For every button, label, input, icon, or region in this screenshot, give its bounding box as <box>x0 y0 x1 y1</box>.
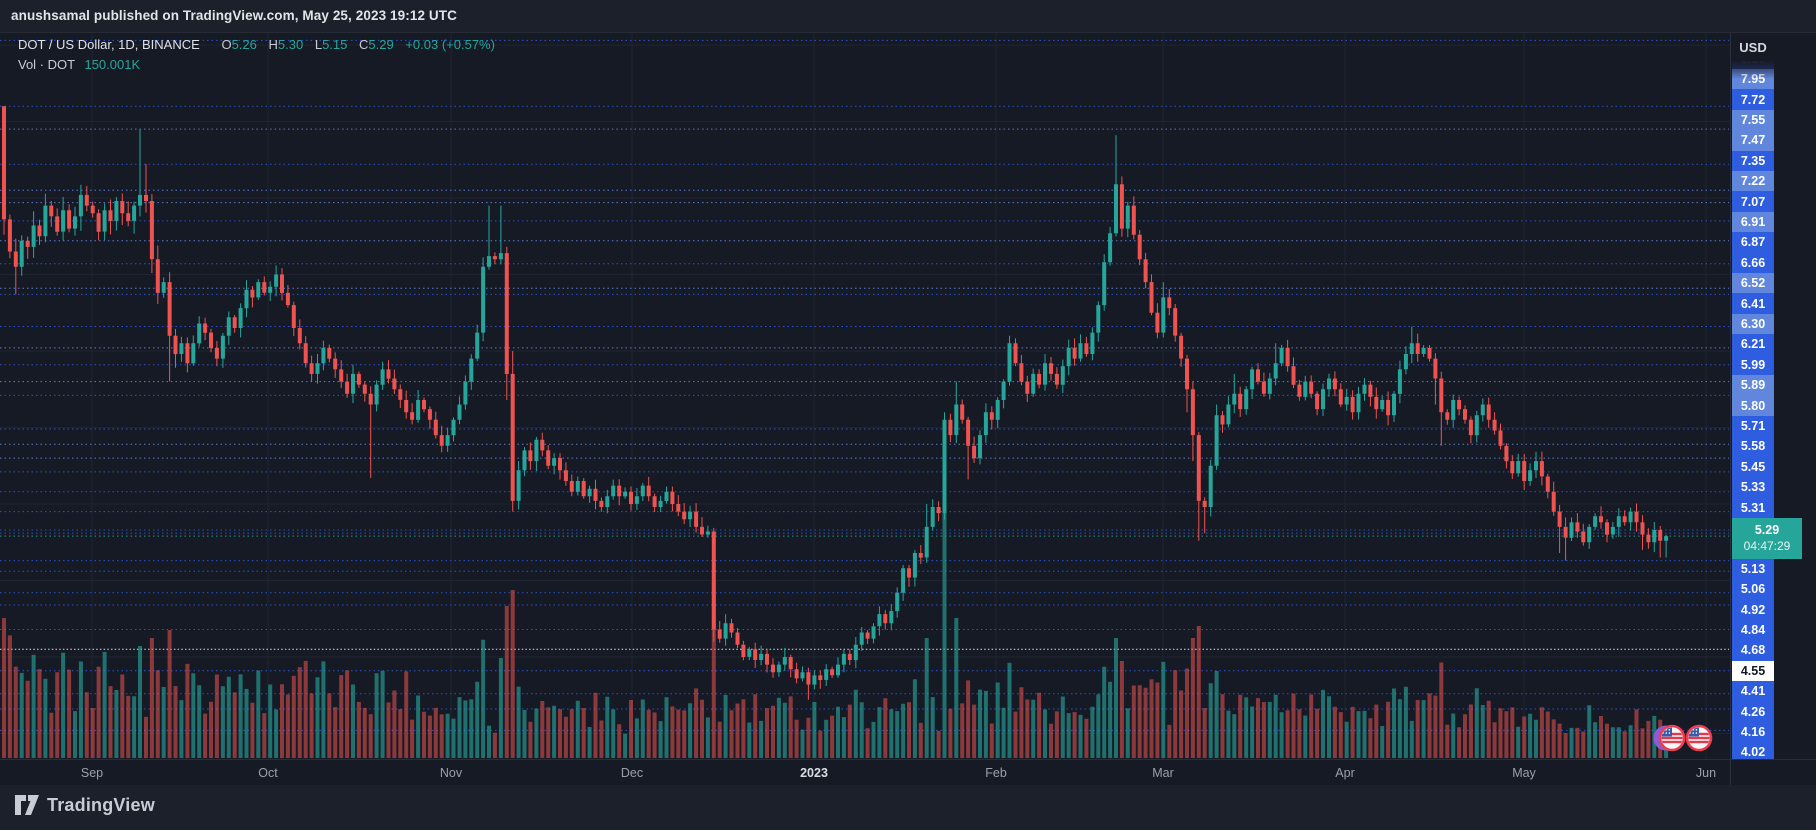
open-label: O <box>221 37 232 52</box>
time-axis-month-label: Oct <box>258 766 278 780</box>
flag-stripe <box>1688 740 1710 744</box>
flag-stripe <box>1661 736 1683 740</box>
chart-region: DOT / US Dollar, 1D, BINANCE O5.26 H5.30… <box>0 32 1816 787</box>
current-price-value: 5.29 <box>1754 522 1780 537</box>
time-axis-month-label: Dec <box>620 766 644 780</box>
time-axis-month-label: 2023 <box>800 766 828 780</box>
price-line-tag[interactable]: 4.02 <box>1732 742 1774 759</box>
price-line-tag[interactable]: 5.89 <box>1732 375 1774 396</box>
price-line-tag[interactable]: 5.58 <box>1732 436 1774 457</box>
bar-countdown: 04:47:29 <box>1743 538 1791 553</box>
time-axis-month-label: Sep <box>80 766 104 780</box>
price-line-tag[interactable]: 4.92 <box>1732 599 1774 620</box>
price-line-tag[interactable]: 4.26 <box>1732 701 1774 722</box>
attribution-bar: anushsamal published on TradingView.com,… <box>0 0 1816 32</box>
price-axis-label-stack: 8.107.957.727.557.477.357.227.076.916.87… <box>1731 33 1816 759</box>
legend-volume-row[interactable]: Vol · DOT 150.001K <box>18 57 495 72</box>
flag-star-dot <box>1695 729 1698 731</box>
flag-star-dot <box>1665 732 1667 734</box>
candle-wicks-down <box>3 106 1661 700</box>
time-axis-month-label: Feb <box>985 766 1007 780</box>
change-value: +0.03 (+0.57%) <box>405 37 495 52</box>
price-line-tag[interactable]: 5.13 <box>1732 558 1774 579</box>
low-label: L <box>314 37 323 52</box>
price-line-tag[interactable]: 7.35 <box>1732 150 1774 171</box>
open-value: 5.26 <box>231 37 257 52</box>
current-price-tag[interactable]: 5.29 04:47:29 <box>1732 517 1802 559</box>
time-axis-month-label: Apr <box>1335 766 1355 780</box>
flag-canton <box>1688 727 1699 737</box>
price-line-tag[interactable]: 7.72 <box>1732 89 1774 110</box>
price-line-tag[interactable]: 5.33 <box>1732 477 1774 498</box>
flag-star-dot <box>1695 732 1698 734</box>
volume-bars-up <box>19 498 1669 758</box>
flag-stripe <box>1688 736 1710 740</box>
time-axis-corner <box>1730 760 1816 787</box>
price-line-tag[interactable]: 4.41 <box>1732 681 1774 702</box>
bottom-bar: TradingView <box>0 785 1816 830</box>
tradingview-logo-icon <box>15 795 39 815</box>
price-line-tag[interactable]: 4.68 <box>1732 640 1774 661</box>
flag-star-dot <box>1668 732 1671 734</box>
price-line-tag[interactable]: 5.71 <box>1732 415 1774 437</box>
flag-star-dot <box>1668 729 1671 731</box>
price-line-tag[interactable]: 7.22 <box>1732 171 1774 192</box>
price-line-tag[interactable]: 6.30 <box>1732 313 1774 335</box>
time-axis-month-label: May <box>1512 766 1536 780</box>
economic-event-flag-icon[interactable] <box>1685 724 1713 752</box>
high-value: 5.30 <box>277 37 304 52</box>
price-line-tag[interactable]: 5.99 <box>1732 354 1774 375</box>
flag-star-dot <box>1692 732 1694 734</box>
price-line-tag[interactable]: 5.31 <box>1732 497 1774 518</box>
volume-bars-down <box>2 582 1663 758</box>
price-axis-top-fade <box>1731 57 1816 79</box>
tradingview-wordmark: TradingView <box>47 794 155 815</box>
grid-lines <box>0 33 1730 759</box>
price-line-tag[interactable]: 6.52 <box>1732 273 1774 294</box>
symbol-title[interactable]: DOT / US Dollar, 1D, BINANCE <box>18 37 200 52</box>
price-line-tag[interactable]: 5.45 <box>1732 456 1774 477</box>
price-line-tag[interactable]: 7.47 <box>1732 130 1774 151</box>
price-line-tag-white[interactable]: 4.55 <box>1732 660 1774 681</box>
price-axis[interactable]: 8.107.957.727.557.477.357.227.076.916.87… <box>1730 33 1816 759</box>
time-axis-month-label: Nov <box>439 766 463 780</box>
economic-event-flag-icon[interactable] <box>1653 724 1686 752</box>
close-label: C <box>359 37 369 52</box>
price-line-tag[interactable]: 4.84 <box>1732 619 1774 641</box>
low-value: 5.15 <box>322 37 348 52</box>
price-line-tag[interactable]: 6.87 <box>1732 232 1774 253</box>
price-line-tag[interactable]: 6.41 <box>1732 293 1774 314</box>
price-line-tag[interactable]: 7.55 <box>1732 109 1774 131</box>
price-line-tag[interactable]: 5.06 <box>1732 579 1774 600</box>
attribution-text: anushsamal published on TradingView.com,… <box>11 8 457 23</box>
price-line-tag[interactable]: 5.80 <box>1732 395 1774 416</box>
time-axis[interactable]: Sep Oct Nov Dec 2023 Feb Mar Apr May Jun <box>0 759 1816 787</box>
close-value: 5.29 <box>368 37 394 52</box>
price-line-tag[interactable]: 6.21 <box>1732 334 1774 355</box>
legend-symbol-row[interactable]: DOT / US Dollar, 1D, BINANCE O5.26 H5.30… <box>18 37 495 52</box>
price-line-tag[interactable]: 7.07 <box>1732 191 1774 212</box>
volume-label: Vol · DOT <box>18 57 75 72</box>
candle-bodies-up <box>19 184 1669 685</box>
tradingview-logo[interactable]: TradingView <box>14 794 155 816</box>
price-line-tag[interactable]: 6.66 <box>1732 252 1774 273</box>
flag-stripe <box>1661 740 1683 744</box>
time-axis-month-label: Jun <box>1695 766 1717 780</box>
price-line-tag[interactable]: 4.16 <box>1732 721 1774 743</box>
high-label: H <box>268 37 278 52</box>
price-line-tag[interactable]: 6.91 <box>1732 211 1774 233</box>
currency-cell: USD <box>1732 36 1774 58</box>
candlestick-chart-canvas[interactable] <box>0 33 1730 759</box>
flag-canton <box>1661 727 1672 737</box>
volume-value: 150.001K <box>84 57 141 72</box>
time-axis-month-label: Mar <box>1152 766 1174 780</box>
chart-legend: DOT / US Dollar, 1D, BINANCE O5.26 H5.30… <box>18 37 495 72</box>
